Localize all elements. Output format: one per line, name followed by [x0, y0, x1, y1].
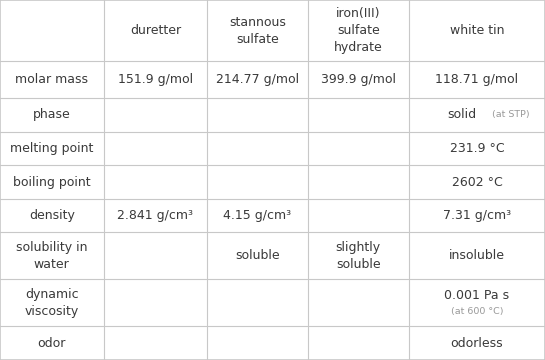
Text: 214.77 g/mol: 214.77 g/mol — [216, 73, 299, 86]
Text: boiling point: boiling point — [13, 176, 90, 189]
Text: solubility in
water: solubility in water — [16, 241, 88, 271]
Text: 7.31 g/cm³: 7.31 g/cm³ — [443, 209, 511, 222]
Text: iron(III)
sulfate
hydrate: iron(III) sulfate hydrate — [334, 7, 383, 54]
Text: dynamic
viscosity: dynamic viscosity — [25, 288, 79, 318]
Text: melting point: melting point — [10, 142, 93, 155]
Text: insoluble: insoluble — [449, 249, 505, 262]
Text: density: density — [29, 209, 75, 222]
Text: 0.001 Pa s: 0.001 Pa s — [444, 288, 510, 302]
Text: 118.71 g/mol: 118.71 g/mol — [435, 73, 518, 86]
Text: (at 600 °C): (at 600 °C) — [451, 307, 503, 316]
Text: 151.9 g/mol: 151.9 g/mol — [118, 73, 193, 86]
Text: 399.9 g/mol: 399.9 g/mol — [321, 73, 396, 86]
Text: odor: odor — [38, 337, 66, 350]
Text: odorless: odorless — [451, 337, 503, 350]
Text: phase: phase — [33, 108, 71, 121]
Text: duretter: duretter — [130, 24, 181, 37]
Text: solid: solid — [447, 108, 476, 121]
Text: 231.9 °C: 231.9 °C — [450, 142, 504, 155]
Text: 2.841 g/cm³: 2.841 g/cm³ — [117, 209, 193, 222]
Text: (at STP): (at STP) — [492, 111, 530, 120]
Text: 2602 °C: 2602 °C — [451, 176, 502, 189]
Text: soluble: soluble — [235, 249, 280, 262]
Text: 4.15 g/cm³: 4.15 g/cm³ — [223, 209, 292, 222]
Text: stannous
sulfate: stannous sulfate — [229, 16, 286, 46]
Text: white tin: white tin — [450, 24, 504, 37]
Text: molar mass: molar mass — [15, 73, 88, 86]
Text: slightly
soluble: slightly soluble — [336, 241, 381, 271]
